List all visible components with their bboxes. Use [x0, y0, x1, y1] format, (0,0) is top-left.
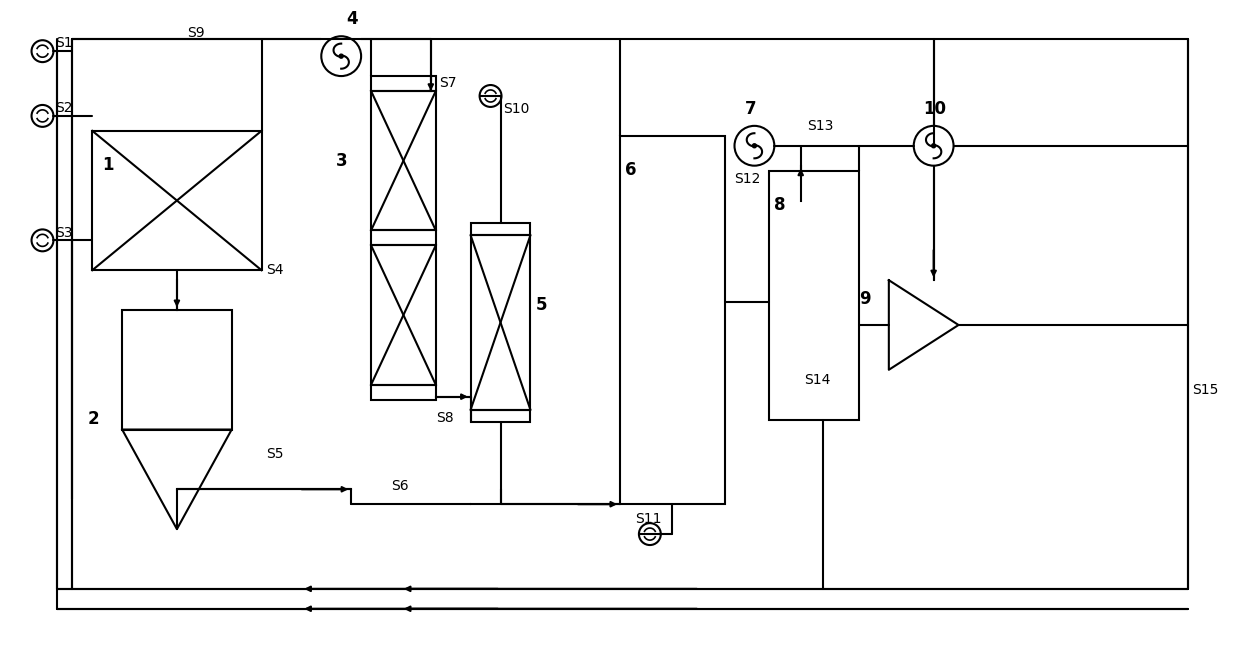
Text: 3: 3 — [336, 152, 348, 170]
Text: 5: 5 — [535, 296, 546, 314]
Circle shape — [932, 144, 935, 148]
Text: S12: S12 — [735, 172, 761, 186]
Text: 6: 6 — [624, 161, 637, 179]
Bar — [471, 223, 530, 235]
Bar — [370, 245, 436, 384]
Text: 8: 8 — [774, 195, 786, 213]
Text: S4: S4 — [266, 263, 284, 277]
Bar — [92, 131, 261, 270]
Text: 2: 2 — [87, 410, 99, 428]
Bar — [471, 235, 530, 410]
Text: S13: S13 — [807, 119, 834, 133]
Text: S8: S8 — [436, 411, 453, 424]
Text: 1: 1 — [103, 155, 114, 174]
Text: S10: S10 — [503, 102, 530, 116]
Bar — [370, 76, 436, 91]
Text: S5: S5 — [266, 448, 284, 461]
Text: 10: 10 — [924, 100, 947, 118]
Circle shape — [752, 144, 756, 148]
Text: S9: S9 — [187, 26, 204, 40]
Text: S3: S3 — [56, 226, 73, 241]
Bar — [471, 410, 530, 422]
Text: S6: S6 — [392, 479, 409, 493]
Text: S15: S15 — [1192, 382, 1219, 397]
Text: S7: S7 — [439, 76, 456, 90]
Bar — [370, 230, 436, 245]
Text: 9: 9 — [859, 290, 871, 308]
Text: S11: S11 — [634, 512, 662, 526]
Text: S2: S2 — [56, 101, 73, 115]
Circle shape — [339, 54, 343, 58]
Bar — [769, 171, 859, 420]
Bar — [370, 384, 436, 400]
Bar — [620, 136, 725, 504]
Text: 7: 7 — [745, 100, 756, 118]
Text: S1: S1 — [56, 36, 73, 50]
Bar — [370, 91, 436, 230]
Text: 4: 4 — [346, 10, 358, 28]
Text: S14: S14 — [804, 373, 830, 387]
Bar — [123, 310, 232, 430]
